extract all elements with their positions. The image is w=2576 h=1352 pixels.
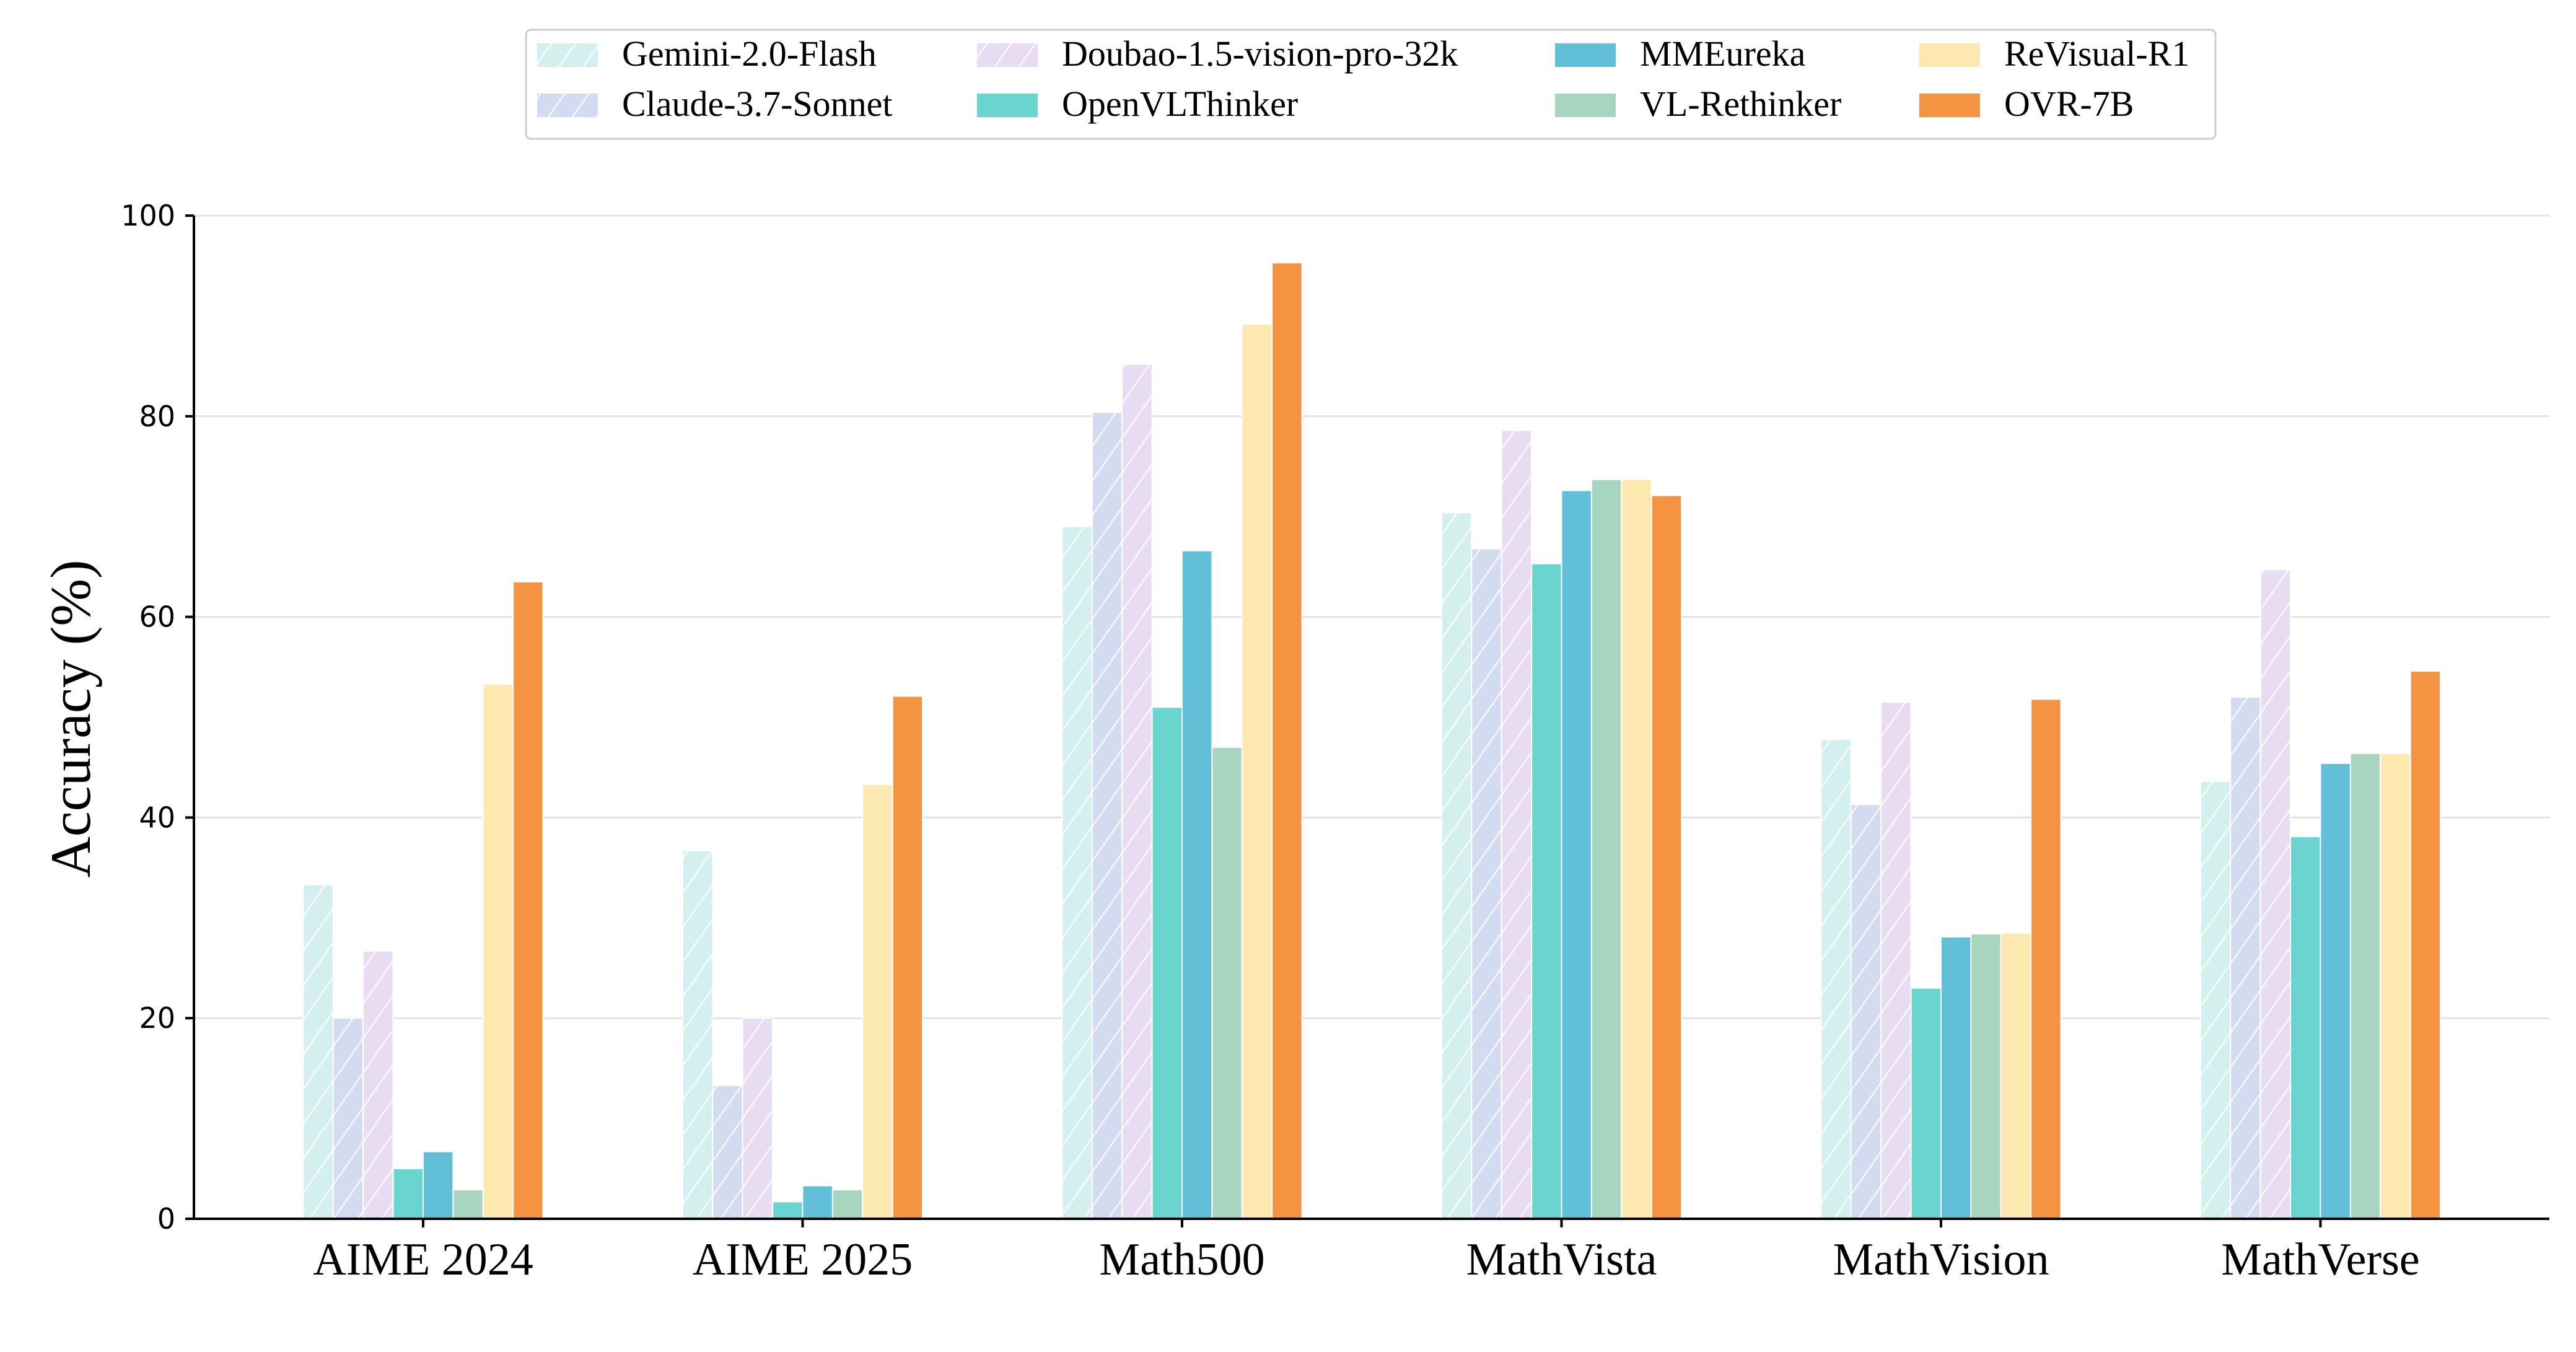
bar-revisual-r1-aime-2024 — [482, 683, 514, 1219]
bar-vl-rethinker-aime-2025 — [831, 1189, 864, 1219]
bar-gemini-2-0-flash-math500-hatch — [1062, 526, 1092, 1219]
bar-doubao-1-5-vision-pro-32k-mathverse-hatch — [2260, 569, 2291, 1219]
legend-mmeureka-swatch — [1555, 43, 1616, 67]
bar-claude-3-7-sonnet-mathverse-hatch — [2230, 697, 2261, 1219]
y-tick-label-0: 0 — [157, 1202, 175, 1236]
legend-vl-rethinker-swatch — [1555, 94, 1616, 117]
legend-doubao-1-5-vision-pro-32k-swatch-hatch — [977, 43, 1038, 67]
legend-ovr-7b-swatch — [1919, 94, 1980, 117]
bar-mmeureka-aime-2025 — [802, 1185, 833, 1219]
bar-gemini-2-0-flash-mathverse-hatch — [2200, 781, 2231, 1219]
legend-revisual-r1-swatch — [1919, 43, 1980, 67]
bar-claude-3-7-sonnet-math500-hatch — [1092, 412, 1123, 1219]
bar-vl-rethinker-aime-2024 — [452, 1189, 484, 1219]
legend-gemini-2-0-flash-label: Gemini-2.0-Flash — [622, 33, 877, 74]
bar-revisual-r1-aime-2025 — [862, 783, 893, 1219]
y-tick-label-40: 40 — [139, 801, 175, 834]
legend-openvlthinker-label: OpenVLThinker — [1062, 84, 1298, 124]
x-tick-label-math500: Math500 — [1099, 1234, 1264, 1285]
bar-doubao-1-5-vision-pro-32k-mathvision-hatch — [1881, 702, 1911, 1219]
legend-doubao-1-5-vision-pro-32k-label: Doubao-1.5-vision-pro-32k — [1062, 33, 1458, 74]
legend-claude-3-7-sonnet-label: Claude-3.7-Sonnet — [622, 84, 893, 124]
bar-claude-3-7-sonnet-aime-2024-hatch — [333, 1018, 364, 1219]
bar-mmeureka-math500 — [1181, 550, 1213, 1219]
bar-mmeureka-mathvista — [1561, 489, 1592, 1220]
bar-revisual-r1-mathvista — [1621, 478, 1652, 1219]
y-tick-label-100: 100 — [121, 199, 175, 232]
x-tick-label-mathvista: MathVista — [1466, 1234, 1657, 1285]
x-category-labels: AIME 2024 AIME 2025 Math500 MathVista MathVi… — [313, 1219, 2420, 1285]
bar-revisual-r1-mathverse — [2380, 752, 2411, 1220]
bar-ovr-7b-mathvision — [2030, 698, 2062, 1220]
bar-ovr-7b-aime-2024 — [512, 581, 544, 1219]
x-tick-label-mathverse: MathVerse — [2221, 1234, 2420, 1285]
bars — [302, 262, 2442, 1220]
y-tick-label-60: 60 — [139, 600, 175, 634]
bar-gemini-2-0-flash-aime-2025-hatch — [682, 850, 713, 1219]
x-tick-label-aime-2024: AIME 2024 — [313, 1234, 533, 1285]
legend-openvlthinker-swatch — [977, 94, 1038, 117]
bar-claude-3-7-sonnet-mathvision-hatch — [1851, 804, 1882, 1219]
bar-vl-rethinker-math500 — [1211, 747, 1243, 1219]
legend-vl-rethinker-label: VL-Rethinker — [1640, 84, 1841, 124]
bar-openvlthinker-aime-2025 — [772, 1201, 804, 1220]
legend-gemini-2-0-flash-swatch-hatch — [537, 43, 598, 67]
legend-mmeureka-label: MMEureka — [1640, 33, 1805, 74]
bar-mmeureka-mathvision — [1940, 936, 1972, 1220]
bar-claude-3-7-sonnet-aime-2025-hatch — [712, 1085, 743, 1219]
bar-openvlthinker-mathvision — [1910, 987, 1942, 1219]
legend-box — [525, 29, 2217, 140]
bar-doubao-1-5-vision-pro-32k-math500-hatch — [1122, 364, 1152, 1219]
bar-doubao-1-5-vision-pro-32k-aime-2024-hatch — [363, 950, 393, 1219]
bar-mmeureka-mathverse — [2320, 762, 2351, 1219]
bar-vl-rethinker-mathvista — [1590, 478, 1623, 1219]
legend-ovr-7b-label: OVR-7B — [2004, 84, 2134, 124]
bar-mmeureka-aime-2024 — [423, 1151, 454, 1219]
y-axis-title: Accuracy (%) — [39, 560, 102, 877]
bar-gemini-2-0-flash-mathvista-hatch — [1441, 512, 1472, 1219]
bar-revisual-r1-math500 — [1241, 323, 1273, 1219]
bar-gemini-2-0-flash-mathvision-hatch — [1821, 739, 1851, 1219]
x-tick-label-aime-2025: AIME 2025 — [693, 1234, 913, 1285]
bar-doubao-1-5-vision-pro-32k-mathvista-hatch — [1501, 430, 1532, 1219]
bar-revisual-r1-mathvision — [2000, 932, 2032, 1219]
grid-lines — [194, 214, 2549, 1019]
bar-gemini-2-0-flash-aime-2024-hatch — [303, 884, 333, 1219]
y-ticks: 0 20 40 60 80 100 — [121, 199, 194, 1236]
bar-doubao-1-5-vision-pro-32k-aime-2025-hatch — [742, 1018, 773, 1219]
bar-vl-rethinker-mathverse — [2349, 752, 2381, 1220]
bar-ovr-7b-math500 — [1271, 262, 1303, 1219]
bar-vl-rethinker-mathvision — [1970, 933, 2002, 1219]
legend-claude-3-7-sonnet-swatch-hatch — [537, 94, 598, 117]
bar-openvlthinker-aime-2024 — [392, 1168, 424, 1220]
bar-claude-3-7-sonnet-mathvista-hatch — [1471, 548, 1502, 1219]
x-tick-label-mathvision: MathVision — [1833, 1234, 2049, 1285]
bar-openvlthinker-math500 — [1151, 706, 1183, 1220]
bar-ovr-7b-mathverse — [2409, 670, 2442, 1219]
y-tick-label-20: 20 — [139, 1001, 175, 1035]
axes — [193, 216, 2549, 1220]
bar-ovr-7b-mathvista — [1650, 494, 1683, 1219]
bar-openvlthinker-mathverse — [2290, 836, 2321, 1219]
legend: Gemini-2.0-Flash Claude-3.7-Sonnet Doubao-… — [525, 29, 2217, 140]
bar-openvlthinker-mathvista — [1531, 563, 1562, 1220]
bar-ovr-7b-aime-2025 — [892, 695, 924, 1219]
legend-revisual-r1-label: ReVisual-R1 — [2004, 33, 2189, 74]
y-tick-label-80: 80 — [139, 400, 175, 433]
